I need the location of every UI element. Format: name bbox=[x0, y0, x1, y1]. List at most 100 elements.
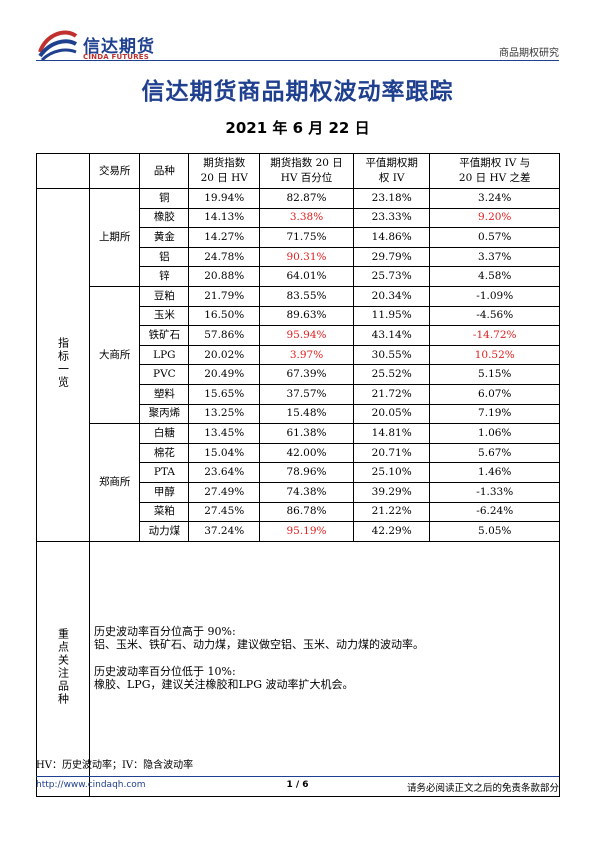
cell-hv: 24.78% bbox=[188, 246, 261, 268]
cell-pct: 42.00% bbox=[259, 442, 354, 464]
cell-hv: 20.49% bbox=[188, 364, 261, 385]
cell-hv: 19.94% bbox=[188, 188, 261, 209]
cell-product: PVC bbox=[139, 364, 190, 385]
focus-row: 重点关注品种 历史波动率百分位高于 90%: 铝、玉米、铁矿石、动力煤，建议做空… bbox=[36, 540, 560, 797]
cell-iv: 25.10% bbox=[352, 462, 431, 483]
header-corner bbox=[36, 153, 90, 189]
cell-hv: 14.27% bbox=[188, 227, 261, 248]
cell-iv: 21.22% bbox=[352, 501, 431, 523]
page-title: 信达期货商品期权波动率跟踪 bbox=[141, 79, 454, 105]
cell-iv: 30.55% bbox=[352, 344, 431, 366]
cell-product: LPG bbox=[139, 344, 190, 366]
focus-label: 重点关注品种 bbox=[56, 627, 70, 706]
cell-hv: 37.24% bbox=[188, 521, 261, 542]
cell-iv: 25.52% bbox=[352, 364, 431, 385]
cell-pct: 37.57% bbox=[259, 383, 354, 405]
exchange-cell: 上期所 bbox=[88, 188, 141, 287]
cell-diff: 4.58% bbox=[429, 266, 560, 287]
cell-pct: 86.78% bbox=[259, 501, 354, 523]
cell-hv: 23.64% bbox=[188, 462, 261, 483]
cell-iv: 11.95% bbox=[352, 305, 431, 327]
logo-cn-text: 信达期货 bbox=[83, 37, 155, 57]
section-label: 指标一览 bbox=[56, 336, 70, 389]
cell-iv: 23.18% bbox=[352, 188, 431, 209]
cell-product: 橡胶 bbox=[139, 207, 190, 229]
cell-diff: 5.05% bbox=[429, 521, 560, 542]
volatility-table: 交易所 品种 期货指数 20 日 HV 期货指数 20 日 HV 百分位 平值期权期… bbox=[36, 153, 560, 797]
cell-hv: 57.86% bbox=[188, 325, 261, 346]
cell-iv: 14.86% bbox=[352, 227, 431, 248]
table-row: 黄金 14.27% 71.75% 14.86% 0.57% bbox=[37, 227, 560, 248]
cell-pct: 74.38% bbox=[259, 481, 354, 503]
cell-product: 菜粕 bbox=[139, 501, 190, 523]
cell-hv: 14.13% bbox=[188, 207, 261, 229]
cell-iv: 21.72% bbox=[352, 383, 431, 405]
cell-diff: -6.24% bbox=[429, 501, 560, 523]
logo-en-text: CINDA FUTURES bbox=[83, 53, 150, 61]
cell-diff: 3.24% bbox=[429, 188, 560, 209]
cell-product: 铝 bbox=[139, 246, 190, 268]
cell-pct: 95.94% bbox=[259, 325, 354, 346]
header-exchange: 交易所 bbox=[88, 153, 141, 189]
exchange-cell: 郑商所 bbox=[88, 423, 141, 542]
table-row: 动力煤 37.24% 95.19% 42.29% 5.05% bbox=[37, 521, 560, 542]
header-divider bbox=[36, 60, 559, 61]
table-row: 甲醇 27.49% 74.38% 39.29% -1.33% bbox=[37, 481, 560, 503]
company-logo: 信达期货 CINDA FUTURES bbox=[36, 26, 166, 66]
cell-hv: 13.25% bbox=[188, 403, 261, 425]
cell-pct: 78.96% bbox=[259, 462, 354, 483]
cell-pct: 15.48% bbox=[259, 403, 354, 425]
cell-product: 白糖 bbox=[139, 423, 190, 444]
table-row: 菜粕 27.45% 86.78% 21.22% -6.24% bbox=[37, 501, 560, 523]
header-product: 品种 bbox=[139, 153, 190, 189]
cell-product: 动力煤 bbox=[139, 521, 190, 542]
cell-pct: 71.75% bbox=[259, 227, 354, 248]
low-percentile-title: 历史波动率百分位低于 10%: bbox=[94, 664, 236, 678]
cell-product: 锌 bbox=[139, 266, 190, 287]
focus-notes: 历史波动率百分位高于 90%: 铝、玉米、铁矿石、动力煤，建议做空铝、玉米、动力… bbox=[89, 540, 560, 797]
cell-hv: 15.04% bbox=[188, 442, 261, 464]
logo-swoosh-icon bbox=[38, 30, 78, 62]
cell-pct: 64.01% bbox=[259, 266, 354, 287]
cell-product: PTA bbox=[139, 462, 190, 483]
cell-iv: 20.34% bbox=[352, 285, 431, 307]
cell-pct: 61.38% bbox=[259, 423, 354, 444]
cell-diff: 0.57% bbox=[429, 227, 560, 248]
low-percentile-text: 橡胶、LPG，建议关注橡胶和LPG 波动率扩大机会。 bbox=[94, 677, 354, 691]
section-label-cell: 指标一览 bbox=[36, 188, 90, 542]
cell-iv: 20.71% bbox=[352, 442, 431, 464]
page-number: 1 / 6 bbox=[286, 780, 309, 790]
header-hv-percentile: 期货指数 20 日 HV 百分位 bbox=[259, 153, 354, 189]
cell-diff: 3.37% bbox=[429, 246, 560, 268]
table-row: 郑商所 白糖 13.45% 61.38% 14.81% 1.06% bbox=[37, 423, 560, 542]
cell-iv: 14.81% bbox=[352, 423, 431, 444]
cell-diff: 6.07% bbox=[429, 383, 560, 405]
cell-hv: 13.45% bbox=[188, 423, 261, 444]
report-date: 2021 年 6 月 22 日 bbox=[225, 119, 370, 137]
cell-hv: 16.50% bbox=[188, 305, 261, 327]
cell-pct: 90.31% bbox=[259, 246, 354, 268]
cell-iv: 25.73% bbox=[352, 266, 431, 287]
cell-hv: 15.65% bbox=[188, 383, 261, 405]
cell-diff: 5.15% bbox=[429, 364, 560, 385]
cell-diff: 5.67% bbox=[429, 442, 560, 464]
cell-iv: 20.05% bbox=[352, 403, 431, 425]
cell-product: 玉米 bbox=[139, 305, 190, 327]
report-category: 商品期权研究 bbox=[499, 48, 559, 59]
header-hv: 期货指数 20 日 HV bbox=[188, 153, 261, 189]
cell-diff: -4.56% bbox=[429, 305, 560, 327]
cell-pct: 67.39% bbox=[259, 364, 354, 385]
cell-product: 黄金 bbox=[139, 227, 190, 248]
table-row: 指标一览 上期所铜 19.94% 82.87% 23.18% 3.24% bbox=[36, 188, 560, 542]
cell-pct: 3.97% bbox=[259, 344, 354, 366]
cell-pct: 3.38% bbox=[259, 207, 354, 229]
cell-hv: 20.88% bbox=[188, 266, 261, 287]
cell-product: 铜 bbox=[139, 188, 190, 209]
footer-website-link[interactable]: http://www.cindaqh.com bbox=[36, 780, 146, 790]
cell-pct: 89.63% bbox=[259, 305, 354, 327]
cell-diff: -1.33% bbox=[429, 481, 560, 503]
cell-product: 塑料 bbox=[139, 383, 190, 405]
cell-hv: 27.45% bbox=[188, 501, 261, 523]
header-iv: 平值期权期权 IV bbox=[352, 153, 431, 189]
cell-iv: 23.33% bbox=[352, 207, 431, 229]
